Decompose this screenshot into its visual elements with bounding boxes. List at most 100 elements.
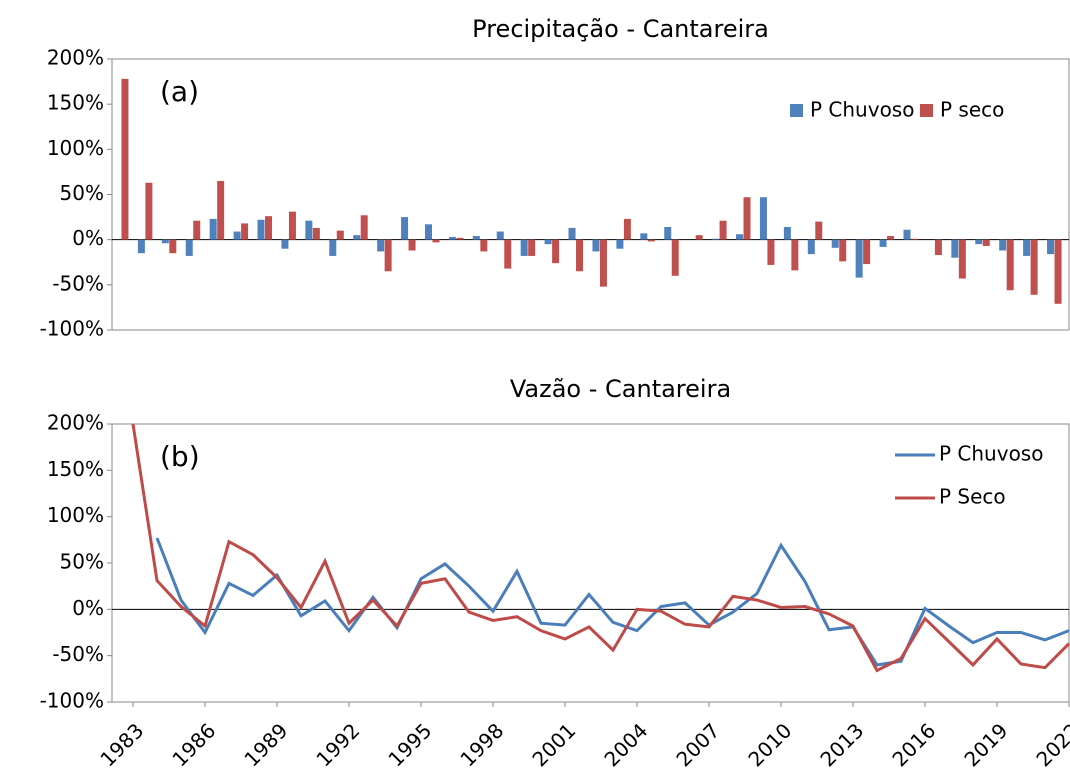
- x-tick-label: 2019: [959, 718, 1012, 769]
- y-tick-label: -100%: [40, 689, 104, 713]
- legend-swatch: [790, 104, 803, 117]
- bar: [695, 235, 703, 240]
- bar: [161, 239, 169, 244]
- bar: [863, 239, 871, 265]
- bar: [839, 239, 847, 262]
- bar: [599, 239, 607, 287]
- bar: [137, 239, 145, 254]
- y-tick-label: 50%: [60, 181, 104, 205]
- x-tick-label: 2001: [527, 718, 580, 769]
- x-tick-label: 2022: [1031, 718, 1070, 769]
- bar: [504, 239, 512, 269]
- bar: [999, 239, 1007, 251]
- y-tick-label: 50%: [60, 550, 104, 574]
- bar: [982, 239, 990, 246]
- chart-title: Vazão - Cantareira: [510, 375, 731, 403]
- bar: [671, 239, 679, 276]
- bar: [712, 238, 720, 240]
- chart-title: Precipitação - Cantareira: [472, 15, 769, 43]
- bar: [568, 227, 576, 240]
- bar: [288, 211, 296, 240]
- y-tick-label: 100%: [47, 136, 104, 160]
- bar: [145, 182, 153, 240]
- bar: [815, 221, 823, 240]
- bar: [496, 231, 504, 240]
- bar: [736, 234, 744, 240]
- bar: [831, 239, 839, 248]
- bar: [887, 236, 895, 240]
- bar: [329, 239, 337, 256]
- x-tick-label: 1986: [167, 718, 220, 769]
- bar: [616, 239, 624, 249]
- plot-frame: [111, 423, 1070, 703]
- bar: [855, 239, 863, 278]
- bar: [312, 227, 320, 240]
- bar: [257, 219, 265, 240]
- bar: [544, 239, 552, 245]
- bar: [783, 227, 791, 240]
- bar: [424, 224, 432, 240]
- bar: [1023, 239, 1031, 256]
- y-tick-label: -50%: [52, 271, 104, 295]
- bar: [528, 239, 536, 256]
- bar: [623, 218, 631, 240]
- bar: [647, 239, 655, 242]
- bar: [1030, 239, 1038, 295]
- legend-label: P Seco: [939, 485, 1006, 509]
- line-series: [131, 423, 1070, 673]
- y-tick-label: 200%: [47, 411, 104, 435]
- bar: [169, 239, 177, 254]
- bar: [743, 197, 751, 240]
- x-tick-label: 2016: [887, 718, 940, 769]
- bar: [975, 239, 983, 245]
- y-tick-label: -100%: [40, 317, 104, 341]
- bar: [401, 217, 409, 240]
- bar: [640, 233, 648, 240]
- y-tick-label: 100%: [47, 503, 104, 527]
- bar: [807, 239, 815, 255]
- annotation: (a): [160, 75, 199, 108]
- bar: [480, 239, 488, 252]
- bar: [265, 216, 273, 240]
- bar: [791, 239, 799, 271]
- x-tick-label: 1998: [455, 718, 508, 769]
- bar: [552, 239, 560, 264]
- bar: [1047, 239, 1055, 255]
- y-tick-label: 0%: [72, 596, 104, 620]
- bar: [241, 223, 249, 240]
- bar: [233, 231, 241, 240]
- bar: [217, 180, 225, 240]
- bar: [377, 239, 385, 252]
- bar: [903, 229, 911, 240]
- bar: [456, 237, 464, 240]
- y-tick-label: 200%: [47, 46, 104, 70]
- y-tick-label: 150%: [47, 91, 104, 115]
- bar: [185, 239, 193, 256]
- legend-label: P Chuvoso: [810, 98, 914, 122]
- legend-swatch: [920, 104, 933, 117]
- y-tick-label: 150%: [47, 457, 104, 481]
- legend-label: P Chuvoso: [939, 442, 1043, 466]
- bar: [759, 197, 767, 240]
- bar: [910, 238, 918, 240]
- bar: [879, 239, 887, 247]
- bar: [958, 239, 966, 279]
- bar: [767, 239, 775, 265]
- legend-label: P seco: [940, 98, 1004, 122]
- x-tick-label: 2004: [599, 718, 652, 769]
- bar: [408, 239, 416, 251]
- x-tick-label: 1995: [383, 718, 436, 769]
- bar: [592, 239, 600, 252]
- y-tick-label: -50%: [52, 642, 104, 666]
- bar: [360, 215, 368, 240]
- x-tick-label: 1983: [95, 718, 148, 769]
- bar: [719, 220, 727, 240]
- bar: [209, 218, 217, 240]
- bar: [353, 235, 361, 240]
- bar: [281, 239, 289, 249]
- bar: [448, 236, 456, 240]
- bar: [576, 239, 584, 272]
- bar: [1054, 239, 1062, 304]
